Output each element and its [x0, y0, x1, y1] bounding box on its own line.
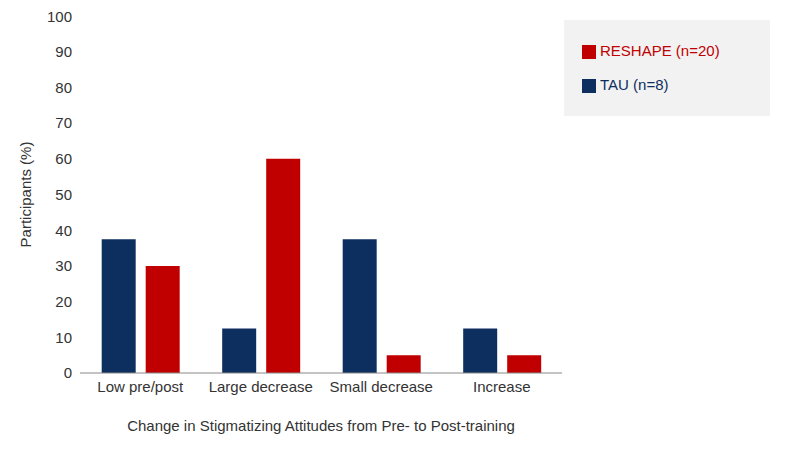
- svg-text:Large decrease: Large decrease: [209, 378, 313, 395]
- html-text:RESHAPE (n=20): RESHAPE (n=20): [600, 42, 720, 59]
- svg-text:Change in Stigmatizing Attitud: Change in Stigmatizing Attitudes from Pr…: [127, 417, 515, 434]
- html-text:TAU (n=8): TAU (n=8): [600, 76, 669, 93]
- svg-text:90: 90: [55, 43, 72, 60]
- svg-text:80: 80: [55, 79, 72, 96]
- svg-text:70: 70: [55, 114, 72, 131]
- svg-text:60: 60: [55, 150, 72, 167]
- svg-text:30: 30: [55, 257, 72, 274]
- svg-text:100: 100: [47, 8, 72, 25]
- svg-text:40: 40: [55, 222, 72, 239]
- svg-text:Small decrease: Small decrease: [330, 378, 433, 395]
- svg-text:Low pre/post: Low pre/post: [97, 378, 184, 395]
- svg-text:20: 20: [55, 293, 72, 310]
- svg-text:Participants (%): Participants (%): [17, 142, 34, 248]
- svg-text:50: 50: [55, 186, 72, 203]
- svg-text:10: 10: [55, 329, 72, 346]
- svg-text:0: 0: [64, 364, 72, 381]
- svg-text:Increase: Increase: [473, 378, 531, 395]
